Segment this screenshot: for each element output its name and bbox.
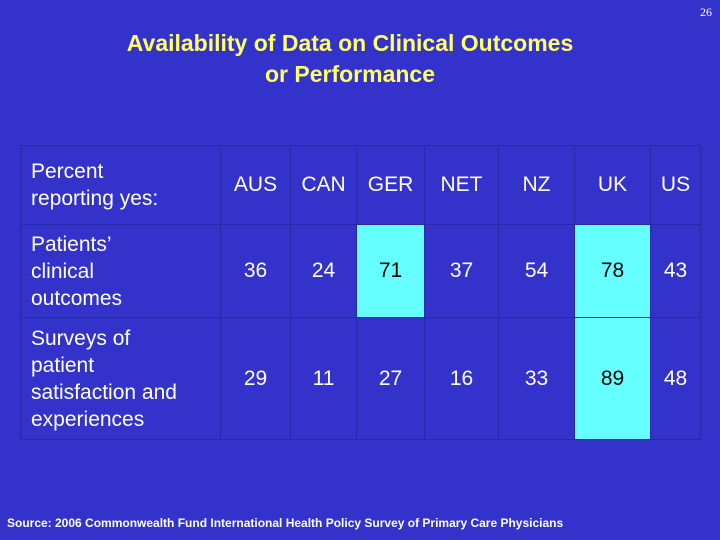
column-header: NZ (498, 145, 575, 225)
row-label: Patients’ clinical outcomes (20, 224, 221, 318)
table-cell: 33 (498, 317, 575, 440)
slide-title-line-1: Availability of Data on Clinical Outcome… (126, 30, 574, 56)
corner-label-line: Percent (31, 160, 104, 183)
table-row: Patients’ clinical outcomes 36 24 71 37 … (20, 224, 701, 318)
table-cell: 37 (424, 224, 499, 318)
table-cell: 24 (290, 224, 357, 318)
page-number: 26 (700, 5, 712, 19)
table-header-row: Percent reporting yes: AUS CAN GER NET N… (20, 145, 701, 225)
table-cell-highlighted: 71 (356, 224, 425, 318)
row-label: Surveys of patient satisfaction and expe… (20, 317, 221, 440)
row-label-line: Patients’ (31, 232, 112, 256)
slide-title-line-2: or Performance (264, 61, 435, 87)
slide-title: Availability of Data on Clinical Outcome… (40, 28, 660, 90)
row-label-line: experiences (31, 407, 145, 431)
table-cell: 36 (220, 224, 291, 318)
row-label-line: satisfaction and (31, 380, 177, 404)
data-table: Percent reporting yes: AUS CAN GER NET N… (20, 145, 701, 440)
table-cell: 29 (220, 317, 291, 440)
row-label-line: patient (31, 353, 95, 377)
table-cell-highlighted: 89 (574, 317, 651, 440)
table-cell: 16 (424, 317, 499, 440)
table-cell-highlighted: 78 (574, 224, 651, 318)
row-label-line: Surveys of (31, 326, 131, 350)
table-cell: 43 (650, 224, 701, 318)
column-header: US (650, 145, 701, 225)
row-label-line: clinical (31, 259, 95, 283)
table-cell: 54 (498, 224, 575, 318)
column-header: CAN (290, 145, 357, 225)
table-cell: 27 (356, 317, 425, 440)
source-note: Source: 2006 Commonwealth Fund Internati… (7, 516, 564, 530)
table-cell: 11 (290, 317, 357, 440)
column-header: GER (356, 145, 425, 225)
header-corner-label: Percent reporting yes: (20, 145, 221, 225)
table-cell: 48 (650, 317, 701, 440)
row-label-line: outcomes (31, 286, 123, 310)
column-header: UK (574, 145, 651, 225)
table-row: Surveys of patient satisfaction and expe… (20, 317, 701, 440)
corner-label-line: reporting yes: (31, 187, 159, 210)
column-header: NET (424, 145, 499, 225)
column-header: AUS (220, 145, 291, 225)
